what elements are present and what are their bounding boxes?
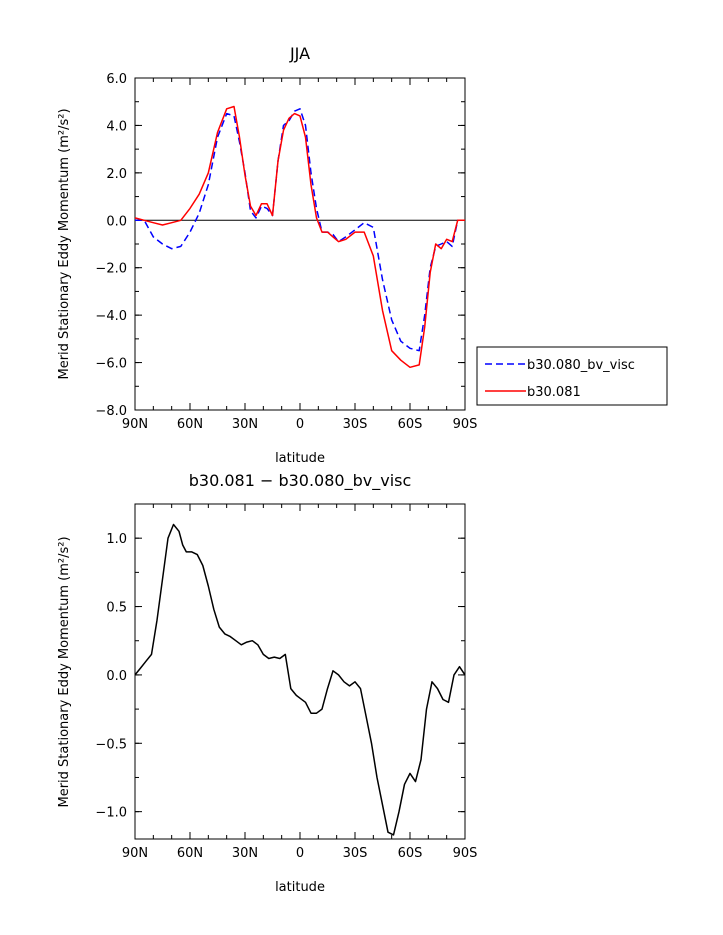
bottom-plot-frame (134, 503, 466, 840)
series-line-b30-080-bv-visc (135, 108, 465, 352)
y-tick-label: 0.0 (106, 669, 127, 684)
top-panel: JJA 90N 60N 30N 0 30S 60S 90S 6.0 4.0 2.0 0.0 −2.0… (57, 44, 477, 466)
y-tick-label: 6.0 (106, 72, 127, 87)
x-tick-label: 60N (177, 846, 203, 861)
bottom-y-ticks: 1.0 0.5 0.0 −0.5 −1.0 (95, 503, 465, 821)
x-tick-label: 60N (177, 417, 203, 432)
legend-label-b30-080: b30.080_bv_visc (527, 358, 635, 373)
bottom-x-axis-label: latitude (275, 880, 325, 895)
series-line-b30-081 (134, 105, 465, 369)
y-tick-label: −4.0 (95, 309, 127, 324)
y-tick-label: −0.5 (95, 737, 127, 752)
x-tick-label: 60S (398, 846, 423, 861)
legend: b30.080_bv_visc b30.081 (476, 346, 668, 406)
legend-label-b30-081: b30.081 (527, 385, 581, 400)
y-tick-label: −6.0 (95, 357, 127, 372)
x-tick-label: 30S (343, 417, 368, 432)
top-x-ticks: 90N 60N 30N 0 30S 60S 90S (122, 78, 478, 432)
x-tick-label: 90N (122, 417, 148, 432)
top-y-axis-label: Merid Stationary Eddy Momentum (m²/s²) (57, 108, 72, 379)
y-tick-label: 4.0 (106, 119, 127, 134)
y-tick-label: −2.0 (95, 262, 127, 277)
y-tick-label: 1.0 (106, 532, 127, 547)
bottom-chart-title: b30.081 − b30.080_bv_visc (189, 471, 412, 491)
top-series (134, 105, 465, 369)
x-tick-label: 90S (453, 846, 478, 861)
x-tick-label: 90N (122, 846, 148, 861)
top-x-axis-label: latitude (275, 451, 325, 466)
legend-box (476, 346, 668, 406)
bottom-panel: b30.081 − b30.080_bv_visc 90N 60N 30N 0 30S 6… (57, 471, 477, 895)
bottom-series (134, 523, 466, 836)
series-line-difference (134, 523, 466, 836)
y-tick-label: 2.0 (106, 167, 127, 182)
y-tick-label: −1.0 (95, 806, 127, 821)
bottom-x-ticks: 90N 60N 30N 0 30S 60S 90S (122, 504, 478, 861)
x-tick-label: 0 (296, 846, 304, 861)
y-tick-label: 0.5 (106, 601, 127, 616)
x-tick-label: 30N (232, 846, 258, 861)
y-tick-label: 0.0 (106, 214, 127, 229)
top-chart-title: JJA (289, 44, 310, 63)
bottom-y-axis-label: Merid Stationary Eddy Momentum (m²/s²) (57, 536, 72, 807)
x-tick-label: 0 (296, 417, 304, 432)
top-plot-frame (134, 77, 466, 411)
top-y-ticks: 6.0 4.0 2.0 0.0 −2.0 −4.0 −6.0 −8.0 (95, 72, 465, 419)
x-tick-label: 60S (398, 417, 423, 432)
x-tick-label: 30N (232, 417, 258, 432)
x-tick-label: 90S (453, 417, 478, 432)
y-tick-label: −8.0 (95, 404, 127, 419)
x-tick-label: 30S (343, 846, 368, 861)
